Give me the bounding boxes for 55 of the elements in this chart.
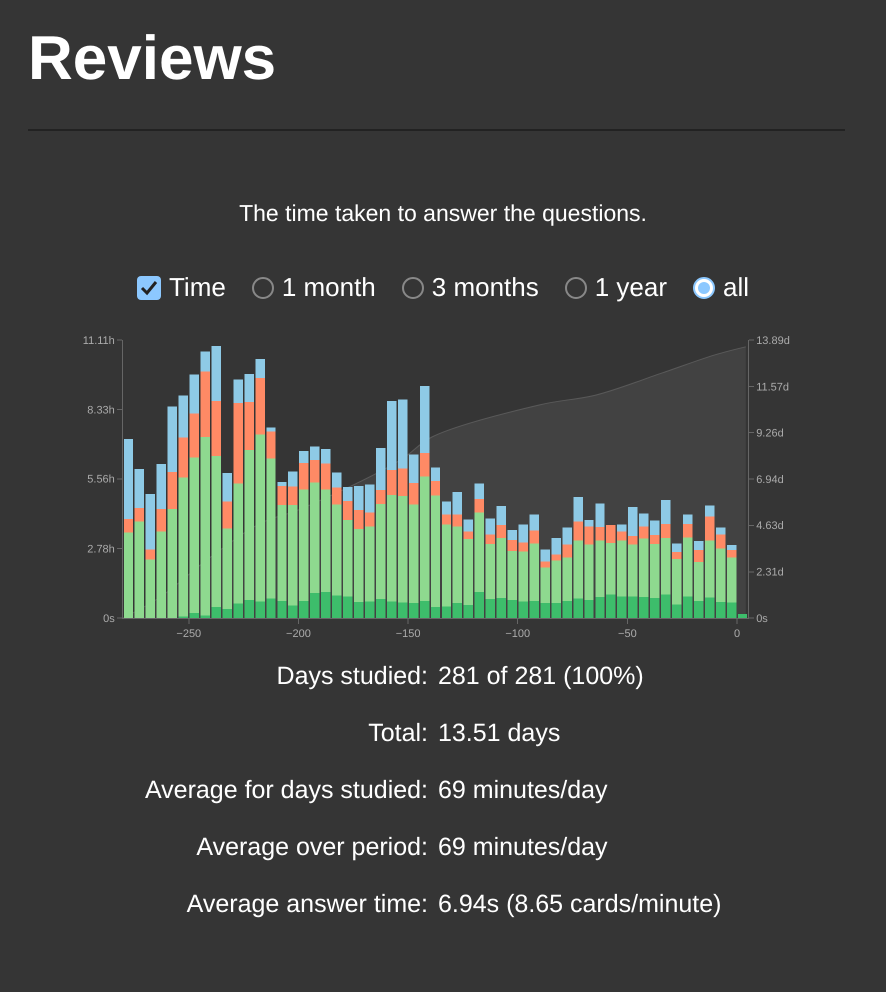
bar [716, 528, 726, 535]
y-tick-label: 5.56h [87, 474, 115, 486]
bar [464, 520, 474, 532]
bar [694, 550, 704, 562]
x-tick-label: −100 [505, 628, 530, 640]
bar [694, 541, 704, 550]
text: Average for days studied: 69 minutes/day [144, 776, 608, 806]
x-tick-label: −250 [176, 628, 202, 640]
bar [266, 427, 276, 432]
bar [540, 561, 550, 568]
y2-tick-label: 6.94d [756, 474, 784, 486]
text: all [722, 272, 749, 303]
bar [726, 550, 736, 558]
bar [682, 514, 692, 524]
bar [420, 386, 430, 454]
x-tick-label: −150 [396, 628, 420, 640]
chart-subtitle: The time taken to answer the questions. [238, 200, 648, 227]
bar [430, 467, 440, 482]
text: 3 months [432, 272, 539, 303]
bar [146, 549, 156, 560]
text: Total: 13.51 days [367, 719, 560, 749]
y-tick-label: 11.11h [82, 334, 115, 347]
text: Days studied: 281 of 281 (100%) [276, 662, 644, 692]
y2-tick-label: 13.89d [756, 334, 790, 347]
bar [726, 545, 736, 550]
bar [704, 506, 714, 517]
y2-tick-label: 11.57d [756, 381, 790, 394]
bar [672, 552, 682, 560]
x-tick-label: −200 [286, 628, 311, 640]
y-tick-label: 0s [103, 612, 116, 625]
y2-tick-label: 4.63d [756, 520, 784, 532]
bar [672, 543, 682, 552]
bar [464, 531, 474, 540]
y-tick-label: 2.78h [87, 543, 115, 556]
bar [595, 503, 605, 527]
bar [430, 481, 440, 496]
text: 1 month [282, 272, 376, 303]
text: Average answer time: 6.94s (8.65 cards/minute) [186, 890, 722, 920]
chart-title: Reviews [28, 24, 276, 93]
x-tick-label: −50 [618, 628, 637, 640]
bar [222, 501, 232, 528]
bar [474, 483, 484, 500]
y2-tick-label: 0s [756, 612, 768, 625]
bar [682, 524, 692, 538]
y2-tick-label: 9.26d [756, 428, 784, 440]
bar [420, 453, 430, 477]
text: 1 year [594, 272, 667, 303]
x-tick-label: 0 [734, 628, 740, 640]
bar [222, 472, 232, 502]
y-tick-label: 8.33h [87, 404, 115, 416]
bar [474, 499, 484, 512]
text: Average over period: 69 minutes/day [195, 833, 608, 863]
y2-tick-label: 2.31d [756, 566, 784, 579]
bar [156, 509, 166, 532]
text: Time [169, 272, 226, 303]
